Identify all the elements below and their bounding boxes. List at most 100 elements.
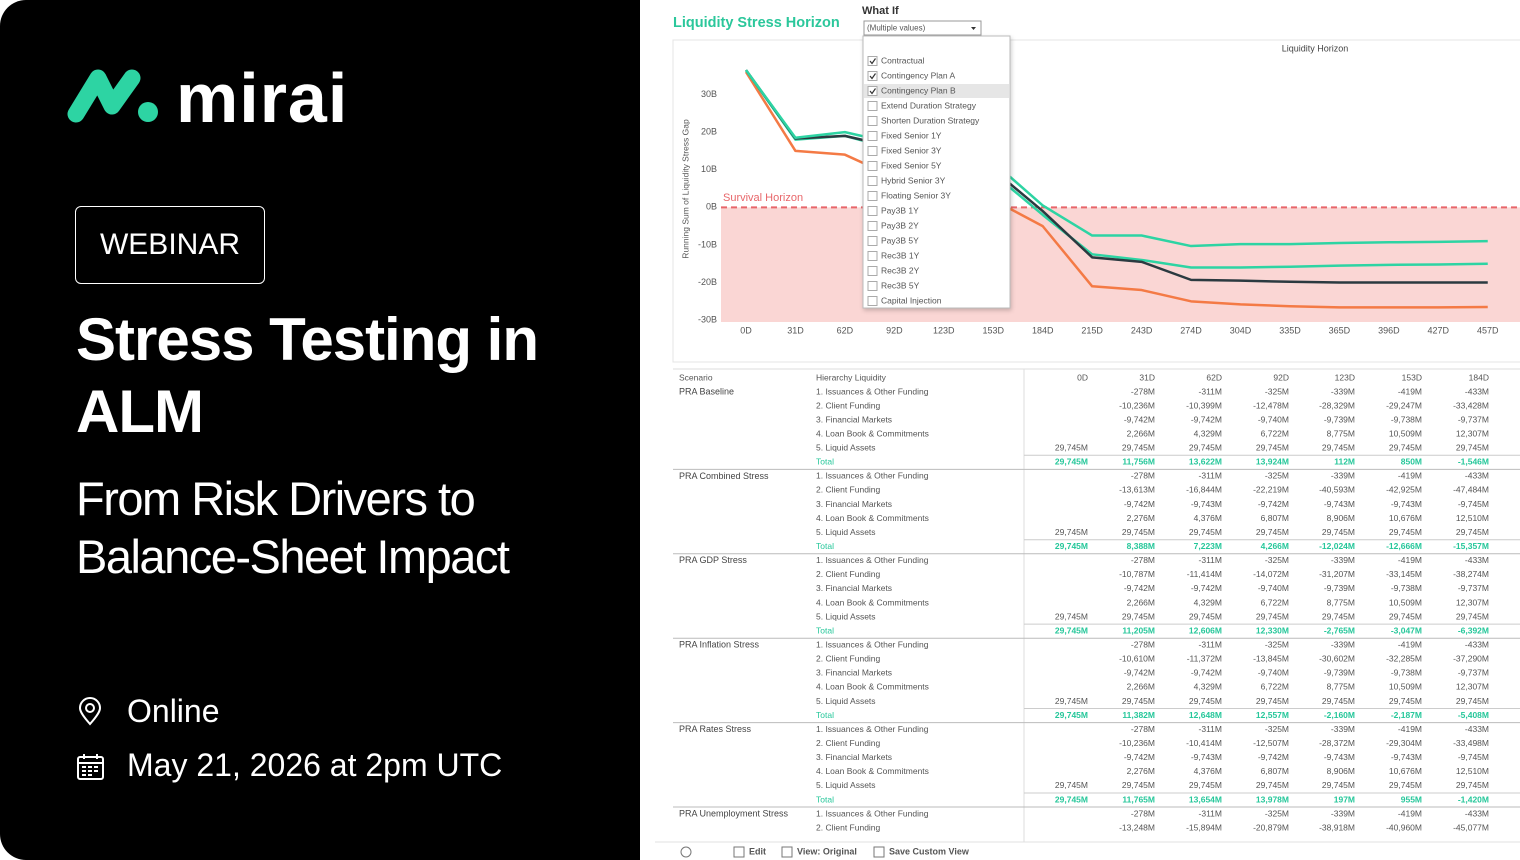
- table-cell: -9,742M: [1124, 414, 1155, 424]
- option-label[interactable]: Pay3B 5Y: [881, 235, 919, 245]
- dashboard-title: Liquidity Stress Horizon: [673, 15, 840, 31]
- option-label[interactable]: Fixed Senior 5Y: [881, 160, 942, 170]
- table-cell: -14,072M: [1253, 569, 1289, 579]
- option-checkbox[interactable]: [867, 146, 878, 156]
- option-label[interactable]: Fixed Senior 3Y: [881, 145, 942, 155]
- y-axis-label: Running Sum of Liquidity Stress Gap: [680, 119, 690, 259]
- row-label: 1. Issuances & Other Funding: [816, 555, 929, 565]
- toolbar-button[interactable]: View: Original: [797, 846, 857, 856]
- table-cell: 29,745M: [1055, 625, 1088, 635]
- option-label[interactable]: Contingency Plan A: [881, 70, 956, 80]
- table-cell: -40,593M: [1319, 485, 1355, 495]
- table-cell: -419M: [1398, 640, 1422, 650]
- table-cell: -9,742M: [1258, 499, 1289, 509]
- option-checkbox[interactable]: [867, 281, 878, 291]
- dropdown-arrow[interactable]: [971, 27, 976, 30]
- toolbar-button[interactable]: Save Custom View: [889, 846, 970, 856]
- row-label: 1. Issuances & Other Funding: [816, 640, 929, 650]
- row-label: 1. Issuances & Other Funding: [816, 386, 929, 396]
- table-cell: -9,743M: [1391, 499, 1422, 509]
- table-cell: 112M: [1334, 457, 1355, 467]
- option-checkbox[interactable]: [867, 71, 878, 81]
- option-label[interactable]: Rec3B 1Y: [881, 250, 920, 260]
- scenario-name: PRA Combined Stress: [679, 471, 769, 481]
- column-header: 153D: [1402, 372, 1422, 382]
- table-cell: 11,765M: [1122, 794, 1155, 804]
- x-tick-label: 31D: [787, 325, 804, 335]
- table-cell: -9,740M: [1258, 414, 1289, 424]
- table-cell: 4,376M: [1194, 513, 1222, 523]
- option-label[interactable]: Extend Duration Strategy: [881, 100, 977, 110]
- option-checkbox[interactable]: [867, 86, 878, 96]
- option-checkbox[interactable]: [867, 56, 878, 66]
- toolbar-icon[interactable]: [733, 846, 745, 858]
- table-cell: 29,745M: [1456, 780, 1489, 790]
- table-cell: 29,745M: [1389, 696, 1422, 706]
- option-checkbox[interactable]: [867, 191, 878, 201]
- toolbar-icon[interactable]: [873, 846, 885, 858]
- table-cell: -31,207M: [1319, 569, 1355, 579]
- option-label[interactable]: Contingency Plan B: [881, 85, 956, 95]
- dropdown-box[interactable]: [863, 20, 982, 36]
- dropdown-value: (Multiple values): [867, 24, 926, 33]
- row-label: 2. Client Funding: [816, 569, 881, 579]
- scenario-name: PRA Baseline: [679, 386, 734, 396]
- option-checkbox[interactable]: [867, 251, 878, 261]
- table-cell: -10,610M: [1119, 654, 1155, 664]
- option-label[interactable]: Pay3B 2Y: [881, 220, 919, 230]
- table-cell: 955M: [1401, 794, 1422, 804]
- table-cell: -9,743M: [1324, 752, 1355, 762]
- table-cell: -10,787M: [1119, 569, 1155, 579]
- option-label[interactable]: Rec3B 2Y: [881, 265, 920, 275]
- table-cell: -9,739M: [1324, 583, 1355, 593]
- toolbar-button[interactable]: Edit: [749, 846, 766, 856]
- option-checkbox[interactable]: [867, 101, 878, 111]
- option-label[interactable]: Pay3B 1Y: [881, 205, 919, 215]
- option-checkbox[interactable]: [867, 266, 878, 276]
- table-cell: 29,745M: [1055, 611, 1088, 621]
- table-cell: -433M: [1465, 808, 1489, 818]
- table-cell: -9,737M: [1458, 414, 1489, 424]
- table-cell: 4,266M: [1261, 541, 1289, 551]
- scenario-name: PRA GDP Stress: [679, 555, 747, 565]
- column-header: 92D: [1273, 372, 1289, 382]
- table-cell: -13,248M: [1119, 822, 1155, 832]
- table-cell: 12,557M: [1256, 710, 1289, 720]
- history-icon[interactable]: [680, 846, 692, 858]
- option-checkbox[interactable]: [867, 116, 878, 126]
- table-cell: -325M: [1265, 386, 1289, 396]
- row-label: 1. Issuances & Other Funding: [816, 808, 929, 818]
- option-label[interactable]: Floating Senior 3Y: [881, 190, 951, 200]
- x-tick-label: 153D: [982, 325, 1004, 335]
- table-cell: -32,285M: [1386, 654, 1422, 664]
- option-checkbox[interactable]: [867, 236, 878, 246]
- row-label: 3. Financial Markets: [816, 668, 892, 678]
- option-checkbox[interactable]: [867, 161, 878, 171]
- option-checkbox[interactable]: [867, 176, 878, 186]
- toolbar-icon[interactable]: [781, 846, 793, 858]
- option-label[interactable]: Rec3B 5Y: [881, 280, 920, 290]
- table-cell: -15,894M: [1186, 822, 1222, 832]
- option-checkbox[interactable]: [867, 206, 878, 216]
- table-cell: -20,879M: [1253, 822, 1289, 832]
- table-cell: 29,745M: [1189, 611, 1222, 621]
- option-label[interactable]: Contractual: [881, 55, 925, 65]
- y-tick-label: 0B: [706, 202, 717, 212]
- row-label: Total: [816, 541, 834, 551]
- row-label: 5. Liquid Assets: [816, 527, 876, 537]
- option-checkbox[interactable]: [867, 131, 878, 141]
- option-checkbox[interactable]: [867, 221, 878, 231]
- table-cell: -11,372M: [1187, 654, 1222, 664]
- option-label[interactable]: Shorten Duration Strategy: [881, 115, 980, 125]
- option-label[interactable]: Hybrid Senior 3Y: [881, 175, 946, 185]
- table-cell: -40,960M: [1386, 822, 1422, 832]
- option-label[interactable]: Fixed Senior 1Y: [881, 130, 942, 140]
- table-cell: -419M: [1398, 555, 1422, 565]
- table-cell: 29,745M: [1322, 780, 1355, 790]
- x-tick-label: 243D: [1131, 325, 1153, 335]
- table-cell: -13,613M: [1119, 485, 1155, 495]
- table-cell: 2,266M: [1127, 428, 1155, 438]
- option-checkbox[interactable]: [867, 296, 878, 306]
- option-label[interactable]: Capital Injection: [881, 295, 942, 305]
- column-header: 31D: [1139, 372, 1155, 382]
